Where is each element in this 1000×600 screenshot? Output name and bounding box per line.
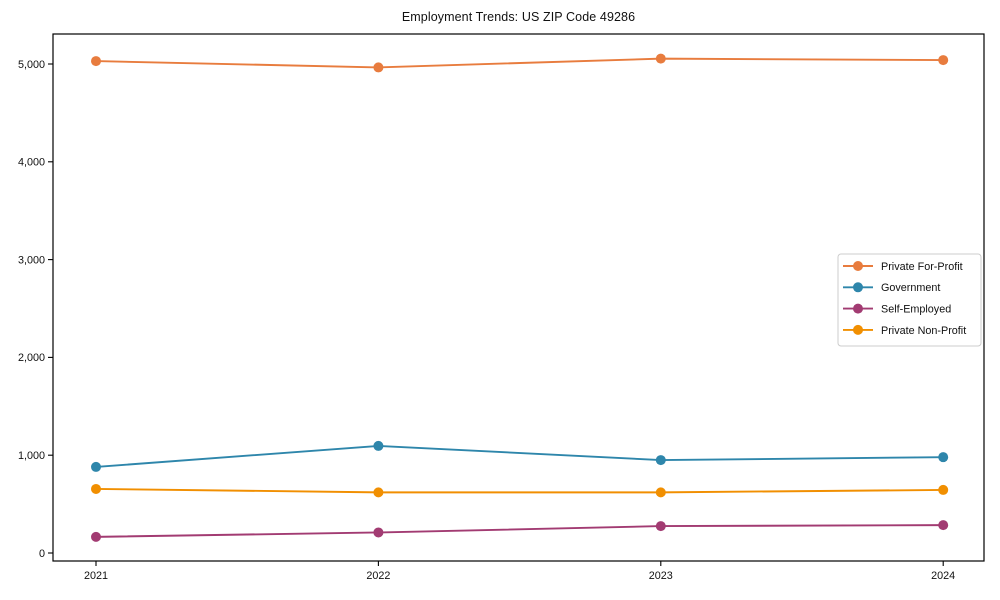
y-axis-tick-label: 1,000 xyxy=(18,450,45,462)
legend-box xyxy=(837,253,982,347)
data-point-private-for-profit-2022 xyxy=(373,62,384,73)
data-point-private-non-profit-2021 xyxy=(91,483,101,494)
chart-title: Employment Trends: US ZIP Code 49286 xyxy=(401,10,636,24)
legend-label-private-non-profit: Private Non-Profit xyxy=(881,325,966,337)
series-line-government xyxy=(95,444,945,468)
x-axis-tick-label: 2021 xyxy=(84,570,108,582)
y-axis-tick-label: 2,000 xyxy=(18,352,45,364)
legend-marker-government xyxy=(853,282,863,293)
data-point-self-employed-2023 xyxy=(655,521,666,532)
data-point-government-2023 xyxy=(655,455,666,466)
y-axis-tick-label: 3,000 xyxy=(18,254,45,266)
data-point-self-employed-2021 xyxy=(91,531,101,542)
data-point-private-non-profit-2023 xyxy=(655,487,666,498)
data-point-private-non-profit-2022 xyxy=(373,487,384,498)
legend-label-self-employed: Self-Employed xyxy=(881,304,951,316)
data-point-private-non-profit-2024 xyxy=(938,484,949,495)
legend-label-private-for-profit: Private For-Profit xyxy=(881,261,963,273)
x-axis-tick-label: 2024 xyxy=(931,570,955,582)
legend-label-government: Government xyxy=(881,282,940,294)
plot-frame xyxy=(52,33,985,562)
data-point-government-2022 xyxy=(373,440,384,451)
data-point-private-for-profit-2023 xyxy=(655,53,666,64)
data-point-government-2024 xyxy=(938,452,949,463)
legend-marker-self-employed xyxy=(853,303,863,314)
series-line-self-employed xyxy=(95,524,945,538)
data-point-self-employed-2024 xyxy=(938,520,949,531)
x-axis-tick-label: 2023 xyxy=(649,570,673,582)
legend-marker-private-for-profit xyxy=(853,261,863,271)
y-axis-tick-label: 5,000 xyxy=(18,59,45,71)
y-axis-tick-label: 4,000 xyxy=(18,157,45,169)
y-axis-tick-label: 0 xyxy=(39,548,45,560)
series-line-private-for-profit xyxy=(95,57,945,69)
legend-marker-private-non-profit xyxy=(853,324,863,335)
x-axis-tick-label: 2022 xyxy=(366,570,390,582)
data-point-government-2021 xyxy=(91,461,101,472)
data-point-self-employed-2022 xyxy=(373,527,384,538)
data-point-private-for-profit-2024 xyxy=(938,55,949,66)
series-line-private-non-profit xyxy=(95,487,945,494)
data-point-private-for-profit-2021 xyxy=(91,56,101,67)
